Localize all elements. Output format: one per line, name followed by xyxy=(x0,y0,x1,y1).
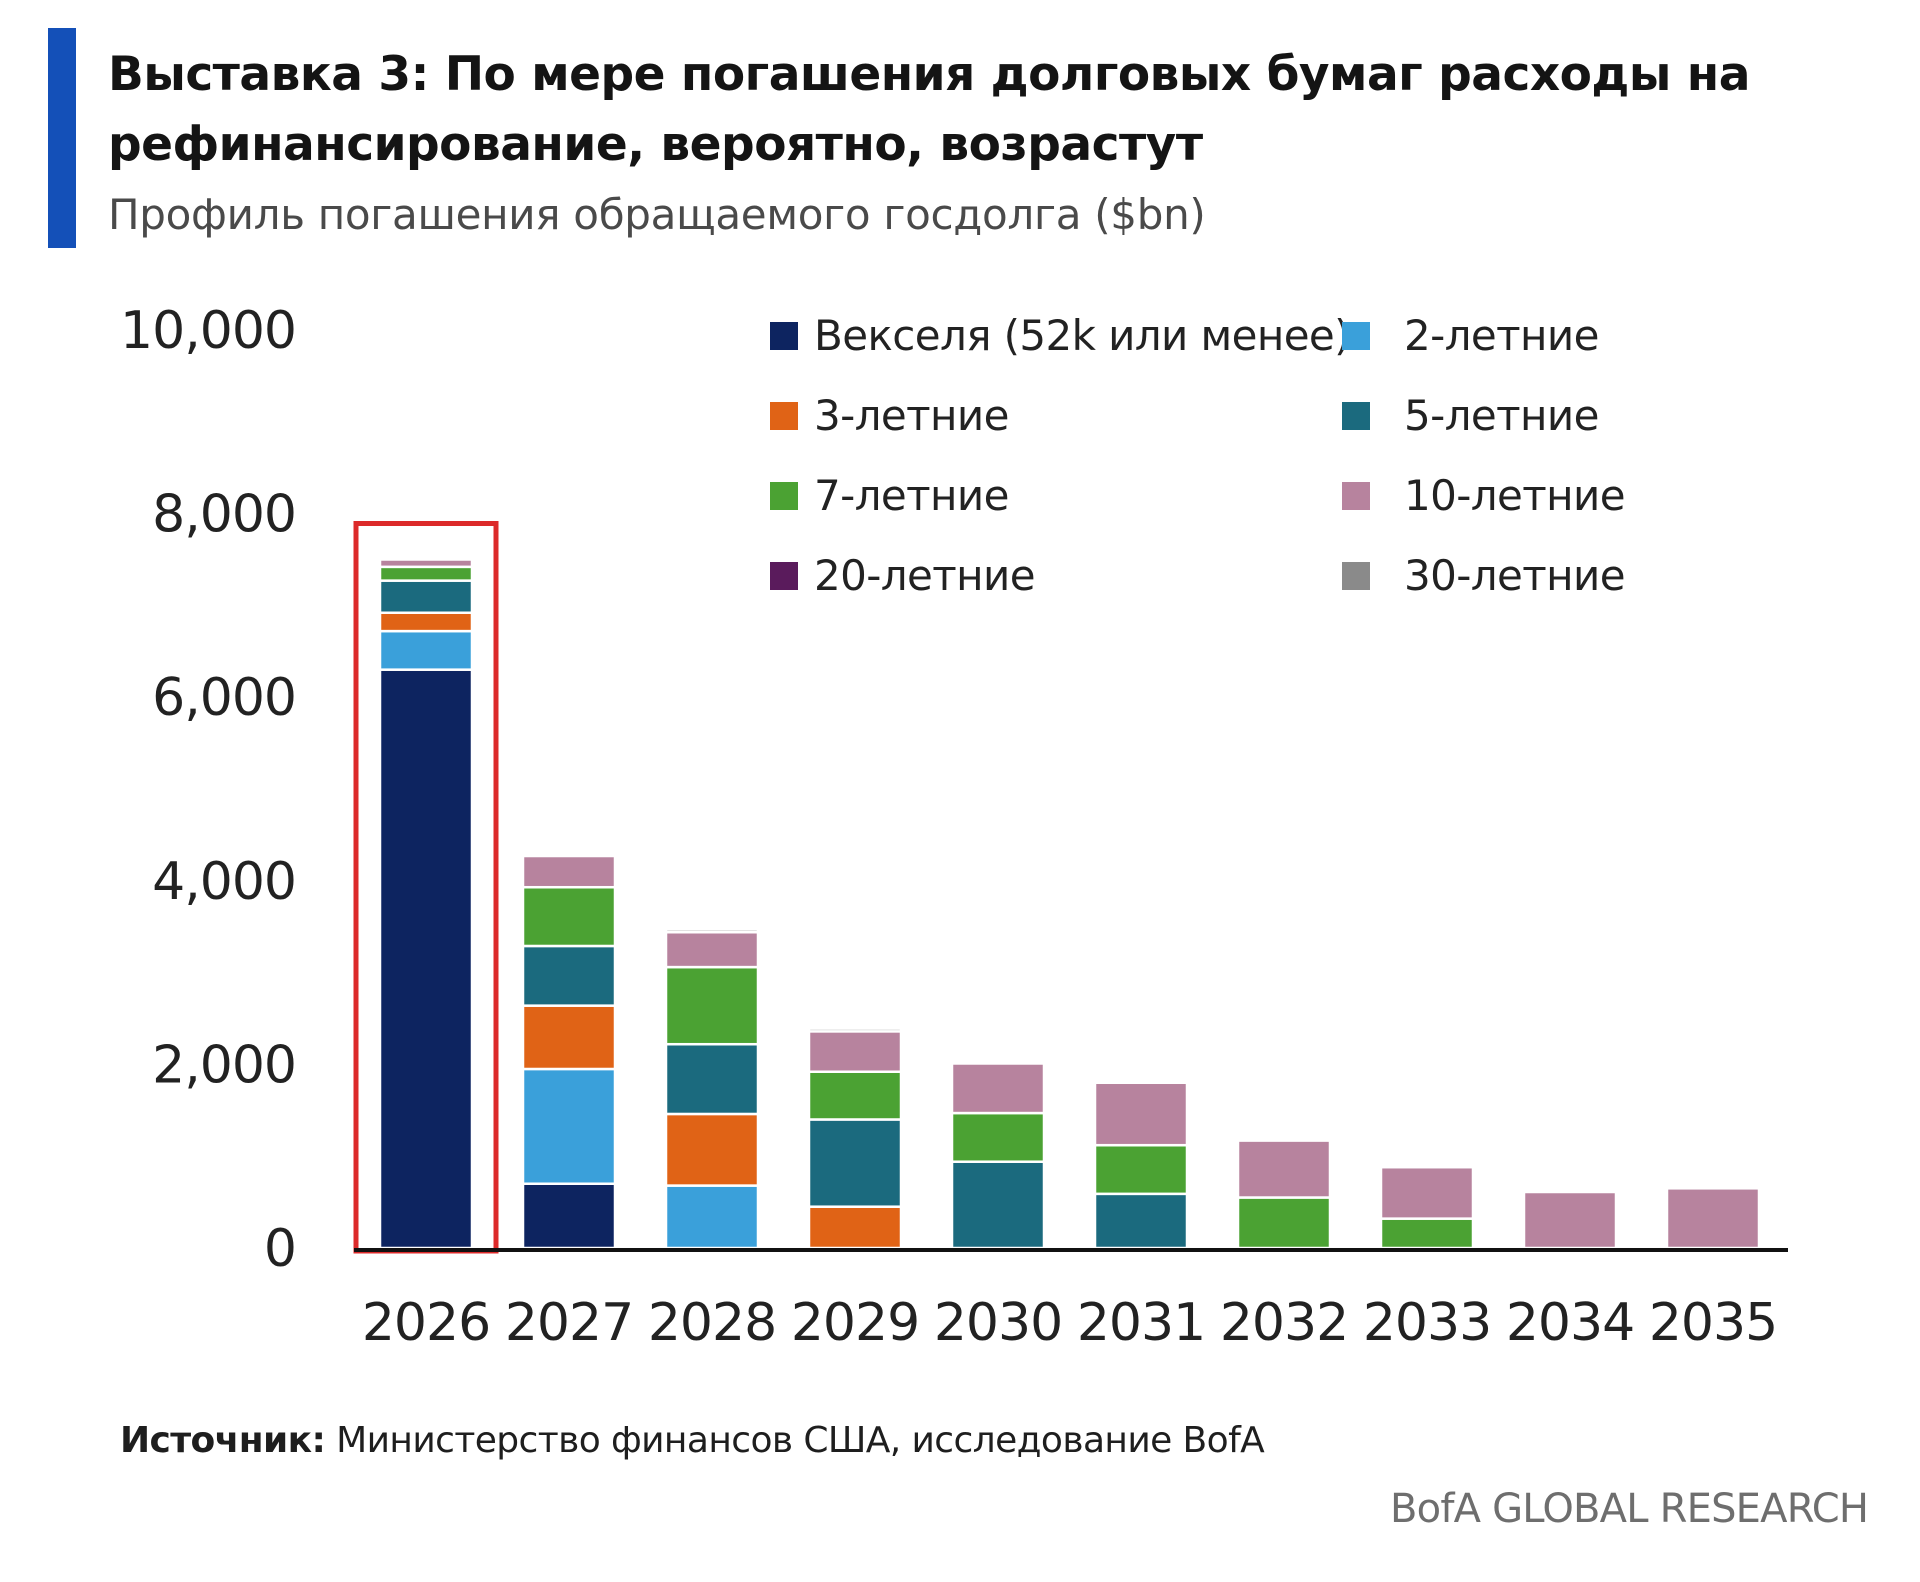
accent-bar xyxy=(48,28,76,248)
x-axis: 2026 2027 2028 2029 2030 2031 2032 2033 2034 2035 xyxy=(362,1293,1778,1353)
legend-swatch-30-летние xyxy=(1342,562,1370,590)
legend-swatch-2-летние xyxy=(1342,322,1370,350)
bar-segment-2030-10-летние xyxy=(950,1062,1046,1115)
y-tick-label: 8,000 xyxy=(152,485,296,545)
legend-label-векселя-52k-или-менее: Векселя (52k или менее) xyxy=(814,311,1350,360)
bar-segment-2027-5-летние xyxy=(521,944,617,1007)
stacked-bar-chart: 0 2,000 4,000 6,000 8,000 10,000 2026 2027 2028… xyxy=(120,301,1788,1353)
x-tick-label-2031: 2031 xyxy=(1077,1293,1205,1353)
bar-segment-2031-5-летние xyxy=(1093,1192,1189,1250)
x-tick-label-2032: 2032 xyxy=(1220,1293,1348,1353)
bar-segment-2028-2-летние xyxy=(664,1184,760,1250)
x-tick-label-2030: 2030 xyxy=(934,1293,1062,1353)
legend-swatch-10-летние xyxy=(1342,482,1370,510)
bar-segment-2031-10-летние xyxy=(1093,1081,1189,1147)
bar-segment-2033-7-летние xyxy=(1379,1217,1475,1250)
bar-segment-2026-7-летние xyxy=(378,565,474,582)
bar-segment-2026-10-летние xyxy=(378,558,474,569)
legend-swatch-векселя-52k-или-менее xyxy=(770,322,798,350)
bar-segment-2028-10-летние xyxy=(664,930,760,969)
bar-segment-2027-векселя-52k-или-менее xyxy=(521,1182,617,1250)
bar-segment-2030-7-летние xyxy=(950,1111,1046,1163)
bar-segment-2028-30-летние xyxy=(664,928,760,934)
source-label: Источник: xyxy=(120,1420,326,1461)
bar-segment-2032-10-летние xyxy=(1236,1139,1332,1199)
bar-segment-2032-7-летние xyxy=(1236,1196,1332,1250)
x-tick-label-2027: 2027 xyxy=(505,1293,633,1353)
legend-label-30-летние: 30-летние xyxy=(1404,551,1625,600)
chart-subtitle: Профиль погашения обращаемого госдолга (… xyxy=(108,190,1206,239)
bar-segment-2033-10-летние xyxy=(1379,1165,1475,1220)
legend-swatch-20-летние xyxy=(770,562,798,590)
x-tick-label-2034: 2034 xyxy=(1506,1293,1634,1353)
bar-segment-2028-7-летние xyxy=(664,965,760,1046)
bar-segment-2026-5-летние xyxy=(378,579,474,614)
legend-swatch-3-летние xyxy=(770,402,798,430)
bar-segment-2027-7-летние xyxy=(521,885,617,948)
bar-segment-2027-10-летние xyxy=(521,854,617,889)
source-note: Источник: Министерство финансов США, исс… xyxy=(120,1420,1265,1461)
bar-segment-2026-3-летние xyxy=(378,611,474,633)
bar-segment-2029-30-летние xyxy=(807,1027,903,1033)
bar-segment-2026-2-летние xyxy=(378,629,474,671)
x-tick-label-2033: 2033 xyxy=(1363,1293,1491,1353)
bar-segment-2029-7-летние xyxy=(807,1070,903,1121)
bar-segment-2028-5-летние xyxy=(664,1042,760,1116)
legend-label-7-летние: 7-летние xyxy=(814,471,1009,520)
bar-segment-2029-10-летние xyxy=(807,1030,903,1073)
x-tick-label-2028: 2028 xyxy=(648,1293,776,1353)
legend: Векселя (52k или менее) 2-летние 3-летние 5… xyxy=(770,311,1626,600)
legend-label-5-летние: 5-летние xyxy=(1404,391,1599,440)
bar-segment-2029-3-летние xyxy=(807,1205,903,1250)
x-tick-label-2026: 2026 xyxy=(362,1293,490,1353)
bar-segment-2031-7-летние xyxy=(1093,1143,1189,1196)
bar-segment-2034-10-летние xyxy=(1522,1190,1618,1250)
legend-swatch-7-летние xyxy=(770,482,798,510)
legend-label-3-летние: 3-летние xyxy=(814,391,1009,440)
y-tick-label: 10,000 xyxy=(120,301,296,361)
bar-segment-2027-3-летние xyxy=(521,1004,617,1071)
legend-label-20-летние: 20-летние xyxy=(814,551,1035,600)
source-text: Министерство финансов США, исследование … xyxy=(336,1420,1265,1461)
legend-label-2-летние: 2-летние xyxy=(1404,311,1599,360)
y-axis: 0 2,000 4,000 6,000 8,000 10,000 xyxy=(120,301,297,1279)
bar-segment-2027-2-летние xyxy=(521,1067,617,1185)
bar-segment-2030-5-летние xyxy=(950,1160,1046,1250)
chart-title: Выставка 3: По мере погашения долговых б… xyxy=(108,47,1750,172)
bar-segment-2035-10-летние xyxy=(1665,1187,1761,1250)
bars-layer xyxy=(353,521,1788,1254)
x-tick-label-2035: 2035 xyxy=(1649,1293,1777,1353)
legend-swatch-5-летние xyxy=(1342,402,1370,430)
y-tick-label: 0 xyxy=(264,1219,296,1279)
bar-segment-2029-5-летние xyxy=(807,1118,903,1208)
y-tick-label: 2,000 xyxy=(152,1035,296,1095)
bar-segment-2026-векселя-52k-или-менее xyxy=(378,668,474,1250)
legend-label-10-летние: 10-летние xyxy=(1404,471,1625,520)
x-tick-label-2029: 2029 xyxy=(791,1293,919,1353)
bar-segment-2028-3-летние xyxy=(664,1112,760,1187)
y-tick-label: 4,000 xyxy=(152,852,296,912)
brand-label: BofA GLOBAL RESEARCH xyxy=(1390,1486,1869,1532)
y-tick-label: 6,000 xyxy=(152,668,296,728)
